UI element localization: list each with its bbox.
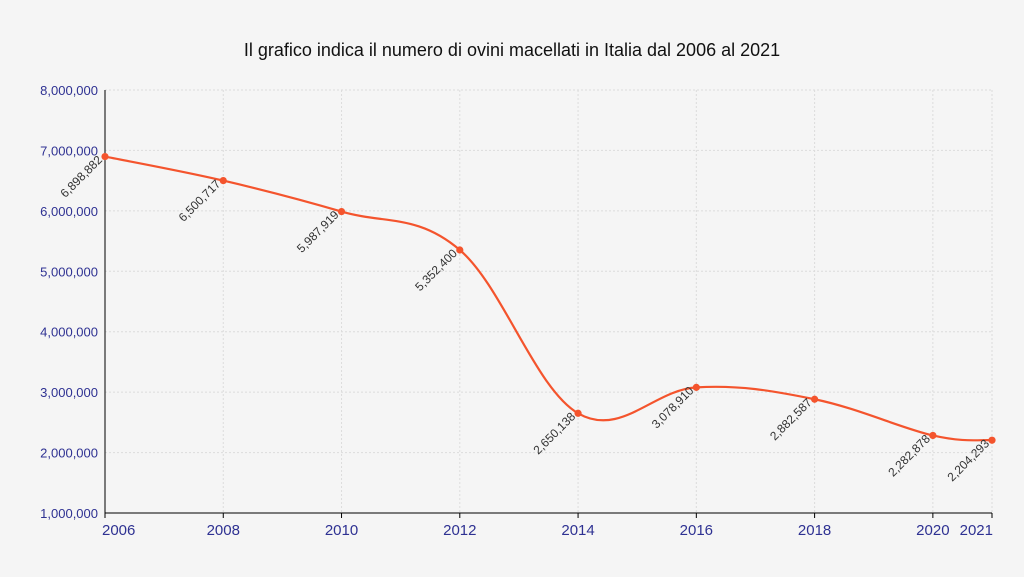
data-label: 6,500,717 xyxy=(176,177,224,225)
y-tick-label: 8,000,000 xyxy=(40,83,98,98)
data-point xyxy=(929,431,937,440)
x-tick-label: 2018 xyxy=(798,522,831,539)
data-label: 5,352,400 xyxy=(412,246,460,294)
x-tick-label: 2008 xyxy=(207,522,240,539)
x-tick-label: 2014 xyxy=(561,522,594,539)
x-tick-labels: 2006 2008 2010 2012 2014 2016 2018 2020 2021 xyxy=(102,522,993,539)
y-tick-label: 3,000,000 xyxy=(40,385,98,400)
y-tick-label: 6,000,000 xyxy=(40,204,98,219)
data-point xyxy=(101,152,109,161)
data-point xyxy=(219,176,227,185)
x-tick-label: 2021 xyxy=(960,522,993,539)
x-tick-label: 2016 xyxy=(680,522,713,539)
x-tick-label: 2010 xyxy=(325,522,358,539)
data-label: 2,882,587 xyxy=(767,395,815,443)
y-tick-label: 7,000,000 xyxy=(40,143,98,158)
x-tick-label: 2012 xyxy=(443,522,476,539)
data-point xyxy=(337,207,346,216)
grid-layer xyxy=(104,89,993,518)
chart-title: Il grafico indica il numero di ovini mac… xyxy=(243,40,781,60)
data-point xyxy=(456,246,464,254)
x-tick-label: 2006 xyxy=(102,522,135,539)
data-label: 3,078,910 xyxy=(649,383,697,431)
data-points xyxy=(101,152,996,444)
series-line xyxy=(104,155,993,442)
data-label: 2,204,293 xyxy=(944,436,992,484)
x-tick-label: 2020 xyxy=(916,522,949,539)
y-tick-labels: 1,000,000 2,000,000 3,000,000 4,000,000 5,00… xyxy=(40,83,98,521)
y-tick-label: 5,000,000 xyxy=(40,264,98,279)
y-tick-label: 2,000,000 xyxy=(40,446,98,461)
data-point xyxy=(988,436,996,444)
data-point xyxy=(692,383,700,391)
data-label: 5,987,919 xyxy=(294,208,342,256)
axis-layer xyxy=(104,90,992,514)
data-point xyxy=(574,409,582,417)
y-tick-label: 1,000,000 xyxy=(40,506,98,521)
data-label: 2,650,138 xyxy=(531,409,579,457)
data-label: 6,898,882 xyxy=(57,153,105,201)
y-tick-label: 4,000,000 xyxy=(40,325,98,340)
data-point xyxy=(811,395,819,403)
data-label: 2,282,878 xyxy=(885,431,933,479)
data-labels: 6,898,882 6,500,717 5,987,919 5,352,400 2,65… xyxy=(57,153,992,485)
